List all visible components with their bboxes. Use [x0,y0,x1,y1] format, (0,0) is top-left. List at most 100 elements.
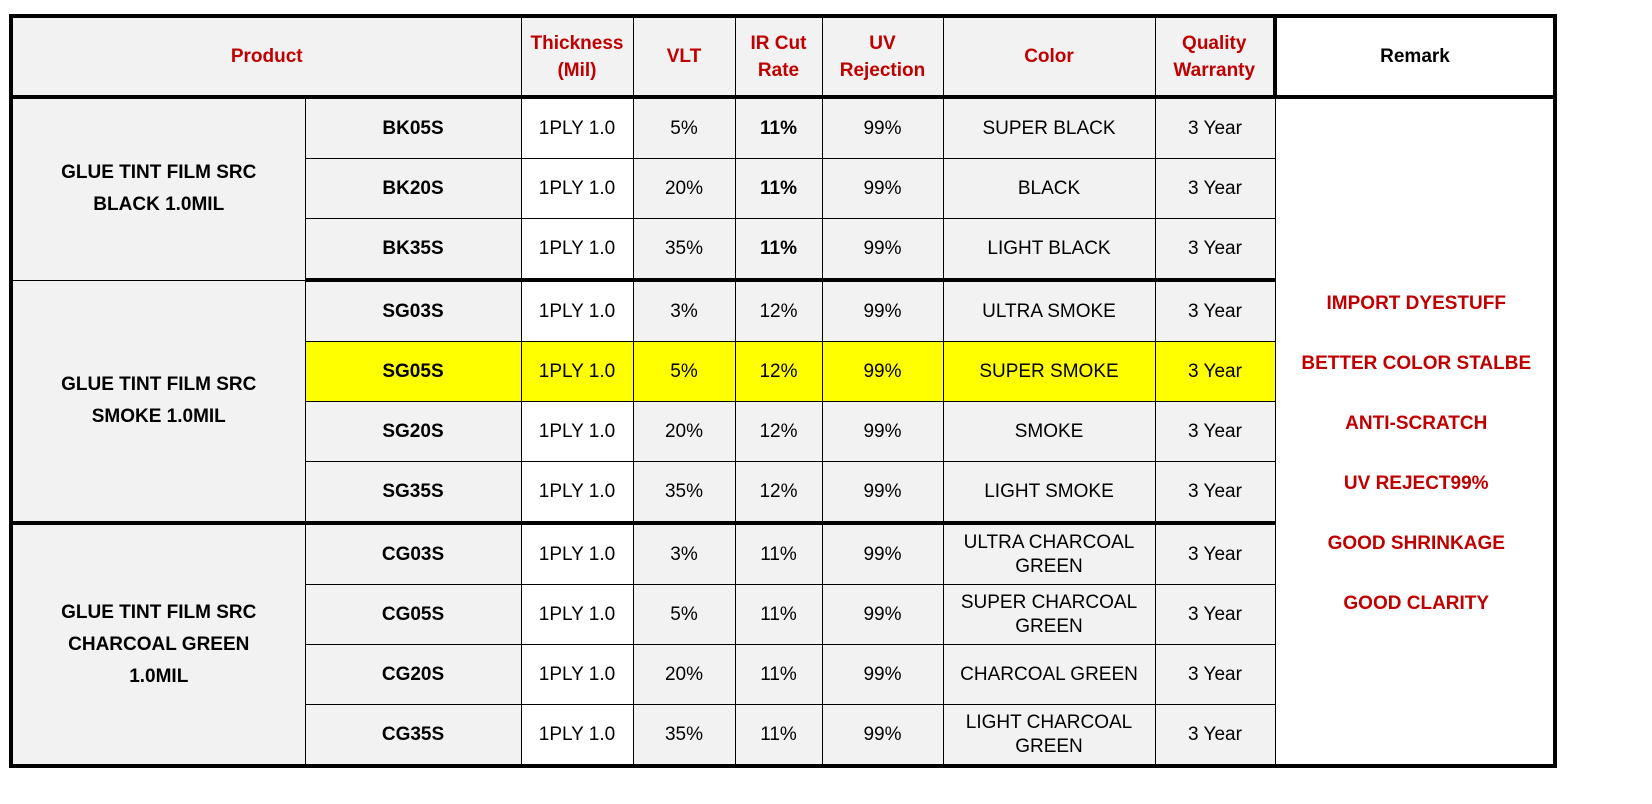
warranty-cell: 3 Year [1154,644,1276,705]
uv-cell: 99% [821,218,944,282]
warranty-cell: 3 Year [1154,522,1276,585]
color-header: Color [942,15,1156,98]
remark-item: IMPORT DYESTUFF [1326,292,1506,314]
remark-item: GOOD CLARITY [1343,592,1490,614]
thickness-cell: 1PLY 1.0 [520,96,634,159]
color-cell: ULTRA SMOKE [942,279,1156,342]
product-code: CG03S [304,522,522,585]
uv-cell: 99% [821,704,944,767]
warranty-cell: 3 Year [1154,279,1276,342]
warranty-cell: 3 Year [1154,704,1276,767]
product-code: CG05S [304,584,522,645]
uv-cell: 99% [821,341,944,402]
warranty-cell: 3 Year [1154,96,1276,159]
table-row: SG20S 1PLY 1.0 20% 12% 99% SMOKE 3 Year [11,401,1555,462]
warranty-cell: 3 Year [1154,158,1276,219]
ir-cell: 11% [734,522,823,585]
ir-cell: 12% [734,401,823,462]
thickness-cell: 1PLY 1.0 [520,158,634,219]
warranty-cell: 3 Year [1154,218,1276,282]
remark-item: BETTER COLOR STALBE [1301,352,1532,374]
table-row: CG35S 1PLY 1.0 35% 11% 99% LIGHT CHARCOA… [11,704,1555,767]
thickness-header: Thickness (Mil) [520,15,634,98]
color-cell: SUPER CHARCOAL GREEN [942,584,1156,645]
uv-cell: 99% [821,401,944,462]
group-label-smoke: GLUE TINT FILM SRC SMOKE 1.0MIL [10,279,306,525]
uv-cell: 99% [821,158,944,219]
vlt-cell: 35% [632,218,736,282]
thickness-cell: 1PLY 1.0 [520,341,634,402]
thickness-cell: 1PLY 1.0 [520,218,634,282]
group-label-black: GLUE TINT FILM SRC BLACK 1.0MIL [10,96,306,281]
thickness-cell: 1PLY 1.0 [520,584,634,645]
header-row: Product Thickness (Mil) VLT IR Cut Rate UV… [10,15,1556,98]
thickness-cell: 1PLY 1.0 [520,522,634,585]
ir-cell: 11% [734,218,823,282]
color-cell: CHARCOAL GREEN [942,644,1156,705]
remark-item: UV REJECT99% [1343,472,1489,494]
uv-cell: 99% [821,584,944,645]
spec-table-wrapper: Product Thickness (Mil) VLT IR Cut Rate UV… [9,14,1557,768]
vlt-cell: 20% [632,158,736,219]
table-row: GLUE TINT FILM SRC BLACK 1.0MIL BK05S 1PL… [10,96,1556,767]
vlt-cell: 35% [632,704,736,767]
remark-cell: IMPORT DYESTUFF BETTER COLOR STALBE ANTI… [1274,96,1556,767]
table-row: CG05S 1PLY 1.0 5% 11% 99% SUPER CHARCOAL… [11,584,1555,645]
remark-item: ANTI-SCRATCH [1345,412,1488,434]
product-code: CG20S [304,644,522,705]
vlt-cell: 20% [632,401,736,462]
ir-cell: 12% [734,341,823,402]
color-cell: BLACK [942,158,1156,219]
color-cell: SMOKE [942,401,1156,462]
product-header: Product [10,15,522,98]
uv-cell: 99% [821,522,944,585]
product-code: SG03S [304,279,522,342]
table-row: GLUE TINT FILM SRC SMOKE 1.0MIL SG03S 1PL… [10,279,1555,525]
highlighted-row: SG05S 1PLY 1.0 5% 12% 99% SUPER SMOKE 3 … [11,341,1555,402]
product-code: SG35S [304,461,522,525]
ir-cell: 11% [734,704,823,767]
thickness-cell: 1PLY 1.0 [520,401,634,462]
color-cell: SUPER BLACK [942,96,1156,159]
ir-cell: 11% [734,96,823,159]
product-code: BK35S [304,218,522,282]
uv-cell: 99% [821,644,944,705]
warranty-cell: 3 Year [1154,584,1276,645]
color-cell: SUPER SMOKE [942,341,1156,402]
vlt-cell: 3% [632,522,736,585]
warranty-header: Quality Warranty [1154,15,1277,98]
ir-cell: 12% [734,461,823,525]
uv-rejection-header: UV Rejection [821,15,944,98]
table-row: CG20S 1PLY 1.0 20% 11% 99% CHARCOAL GREE… [11,644,1555,705]
uv-cell: 99% [821,461,944,525]
uv-cell: 99% [821,279,944,342]
ir-cell: 11% [734,644,823,705]
vlt-cell: 5% [632,341,736,402]
thickness-cell: 1PLY 1.0 [520,279,634,342]
color-cell: LIGHT BLACK [942,218,1156,282]
product-code: SG05S [304,341,522,402]
product-spec-table: Product Thickness (Mil) VLT IR Cut Rate UV… [9,14,1557,768]
product-code: CG35S [304,704,522,767]
vlt-cell: 20% [632,644,736,705]
color-cell: ULTRA CHARCOAL GREEN [942,522,1156,585]
remark-header: Remark [1274,15,1556,98]
thickness-cell: 1PLY 1.0 [520,644,634,705]
table-row: SG35S 1PLY 1.0 35% 12% 99% LIGHT SMOKE 3… [11,461,1555,525]
ir-cell: 11% [734,584,823,645]
table-row: BK35S 1PLY 1.0 35% 11% 99% LIGHT BLACK 3… [11,218,1555,282]
remark-item: GOOD SHRINKAGE [1327,532,1505,554]
color-cell: LIGHT SMOKE [942,461,1156,525]
product-code: BK20S [304,158,522,219]
group-label-charcoal-green: GLUE TINT FILM SRC CHARCOAL GREEN 1.0MIL [10,522,306,767]
vlt-cell: 35% [632,461,736,525]
thickness-cell: 1PLY 1.0 [520,704,634,767]
vlt-cell: 5% [632,96,736,159]
table-row: BK20S 1PLY 1.0 20% 11% 99% BLACK 3 Year [11,158,1555,219]
vlt-header: VLT [632,15,736,98]
warranty-cell: 3 Year [1154,401,1276,462]
remark-list: IMPORT DYESTUFF BETTER COLOR STALBE ANTI… [1276,214,1554,650]
product-code: BK05S [304,96,522,159]
thickness-cell: 1PLY 1.0 [520,461,634,525]
uv-cell: 99% [821,96,944,159]
